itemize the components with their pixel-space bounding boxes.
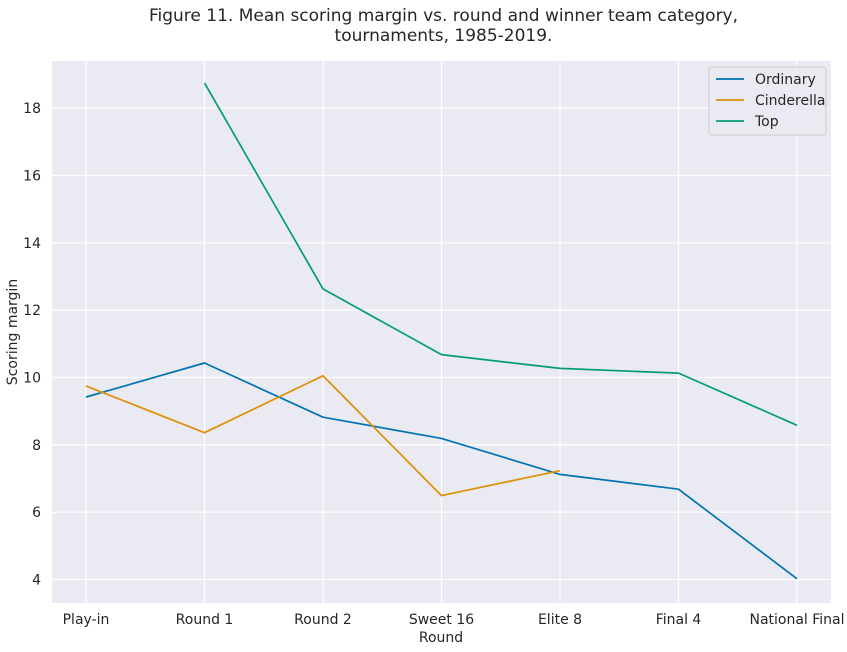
x-tick-label: National Final [749, 612, 844, 628]
y-axis-label: Scoring margin [5, 279, 21, 385]
y-tick-label: 4 [32, 572, 41, 588]
x-tick-label: Elite 8 [538, 612, 582, 628]
chart-title-line-2: tournaments, 1985-2019. [334, 26, 553, 46]
x-tick-label: Final 4 [656, 612, 702, 628]
y-tick-label: 14 [23, 236, 41, 252]
legend-label-ordinary: Ordinary [755, 72, 816, 88]
series-lines [85, 82, 798, 580]
y-tick-label: 16 [23, 168, 41, 184]
y-tick-label: 10 [23, 370, 41, 386]
x-tick-label: Round 1 [176, 612, 234, 628]
y-tick-label: 12 [23, 303, 41, 319]
x-tick-label: Round 2 [294, 612, 352, 628]
y-tick-label: 6 [32, 505, 41, 521]
legend: Ordinary Cinderella Top [708, 66, 827, 136]
legend-box [708, 66, 827, 136]
chart-title: Figure 11. Mean scoring margin vs. round… [0, 6, 847, 46]
x-tick-label: Sweet 16 [409, 612, 474, 628]
series-line-ordinary [85, 362, 798, 580]
x-tick-labels: Play-in Round 1 Round 2 Sweet 16 Elite 8 Fina… [63, 612, 845, 628]
series-line-cinderella [85, 374, 561, 497]
series-line-top [203, 82, 798, 427]
x-axis-label: Round [419, 630, 463, 646]
x-tick-label: Play-in [63, 612, 110, 628]
chart-title-line-1: Figure 11. Mean scoring margin vs. round… [148, 6, 739, 26]
legend-label-cinderella: Cinderella [755, 93, 825, 109]
legend-label-top: Top [754, 114, 779, 130]
y-tick-labels: 4 6 8 10 12 14 16 18 [23, 101, 41, 588]
grid [52, 61, 831, 603]
y-tick-label: 8 [32, 438, 41, 454]
y-tick-label: 18 [23, 101, 41, 117]
